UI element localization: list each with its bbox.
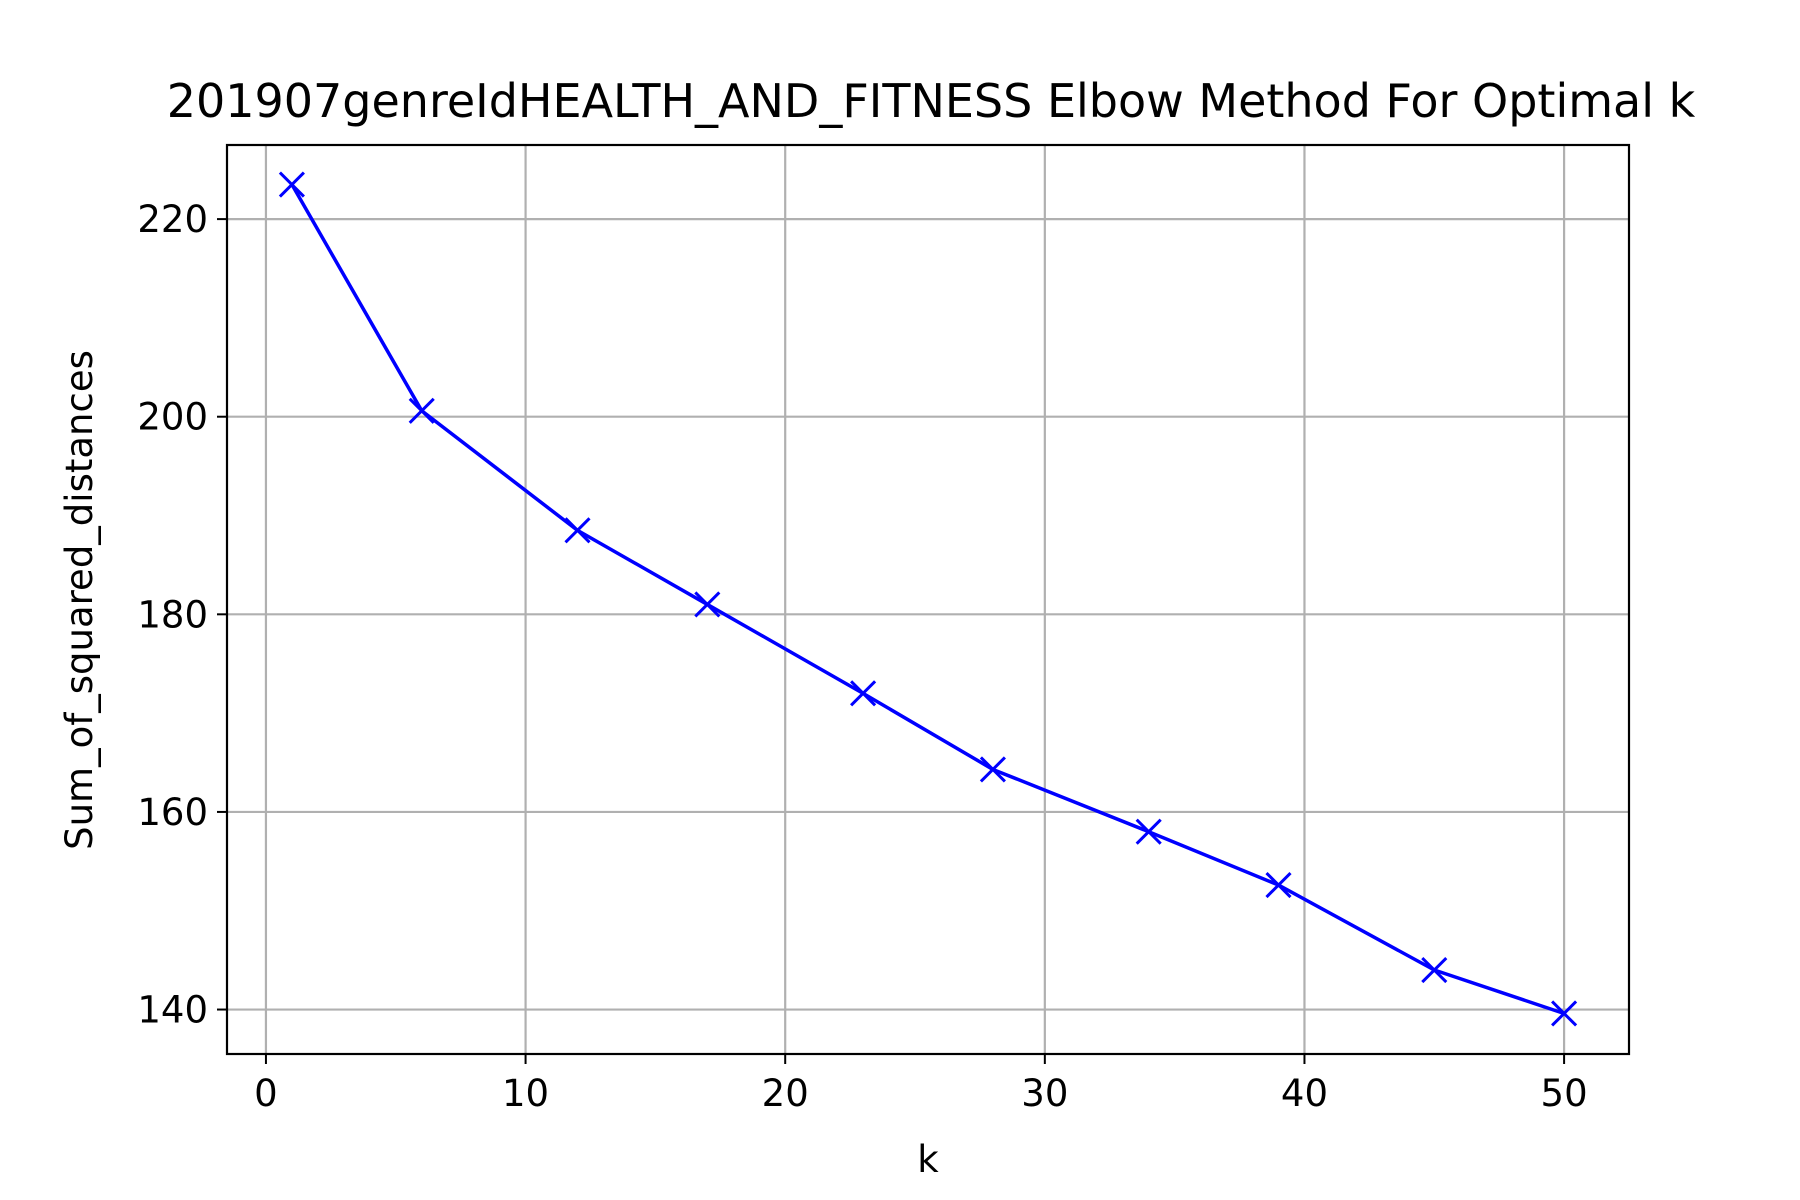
plot-area-frame: [225, 143, 1631, 1056]
y-tick-label: 180: [137, 593, 208, 636]
data-point-marker: [1551, 1000, 1578, 1027]
data-point-marker: [1421, 956, 1448, 984]
data-point-marker: [979, 756, 1006, 783]
data-point-marker: [850, 680, 877, 707]
series-layer: [278, 171, 1578, 1027]
y-tick-label: 160: [137, 791, 208, 834]
y-tick-label: 220: [137, 198, 208, 241]
data-point-marker: [694, 591, 721, 618]
series-line: [290, 183, 1565, 1016]
data-point-marker: [278, 171, 305, 198]
data-point-marker: [1265, 871, 1292, 899]
axis-ticks: 0 10 20 30 40 50 140 160 180 200 220: [137, 198, 1587, 1115]
y-axis-label: Sum_of_squared_distances: [58, 350, 101, 850]
x-axis-label: k: [917, 1138, 939, 1181]
data-point-marker: [1135, 818, 1162, 845]
x-tick-label: 0: [254, 1072, 278, 1115]
y-tick-label: 140: [137, 989, 208, 1032]
x-tick-label: 40: [1281, 1072, 1328, 1115]
data-point-marker: [408, 397, 435, 424]
x-tick-label: 20: [762, 1072, 809, 1115]
chart-title: 201907genreIdHEALTH_AND_FITNESS Elbow Me…: [167, 74, 1696, 128]
x-tick-label: 30: [1021, 1072, 1068, 1115]
x-tick-label: 50: [1541, 1072, 1588, 1115]
grid: [227, 145, 1629, 1054]
x-tick-label: 10: [502, 1072, 549, 1115]
data-point-marker: [564, 517, 591, 544]
series-0: [278, 171, 1578, 1027]
y-tick-label: 200: [137, 396, 208, 439]
